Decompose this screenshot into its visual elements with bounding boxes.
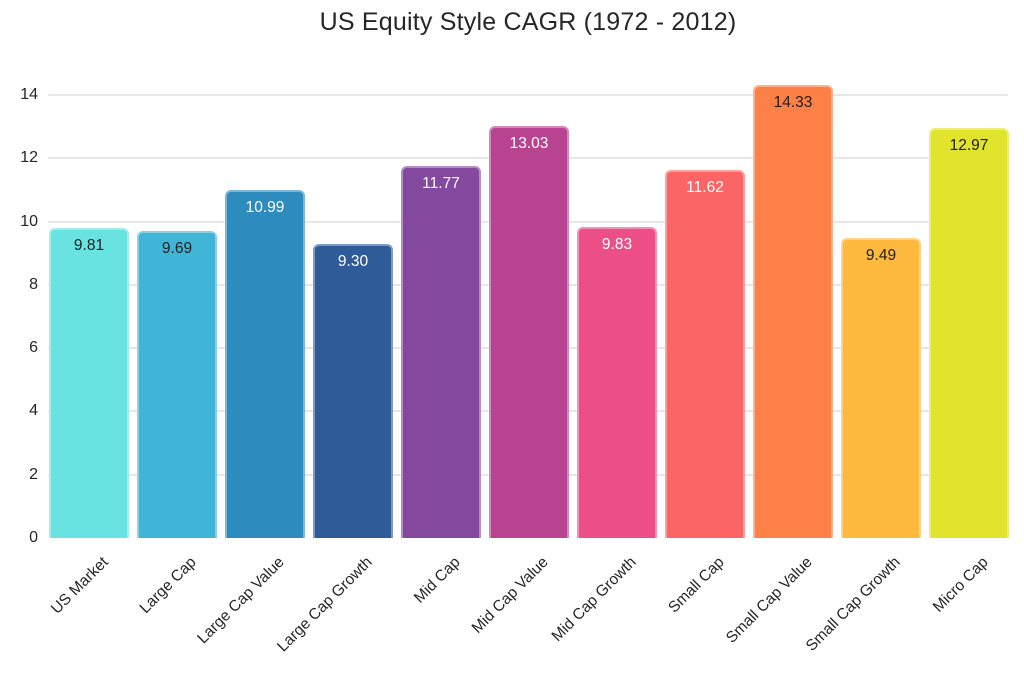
bar-us-market: 9.81 (49, 227, 129, 538)
bar-small-cap: 11.62 (665, 170, 745, 538)
bar-large-cap-growth: 9.30 (313, 243, 393, 538)
bar-value-label: 10.99 (245, 199, 285, 217)
gridline-y-14 (48, 94, 1008, 96)
bar-value-label: 12.97 (949, 136, 989, 154)
y-axis-tick-label: 4 (29, 402, 38, 420)
y-axis-tick-label: 6 (29, 339, 38, 357)
bar-small-cap-growth: 9.49 (841, 237, 921, 538)
bar-large-cap-value: 10.99 (225, 190, 305, 538)
chart-title: US Equity Style CAGR (1972 - 2012) (319, 8, 737, 36)
y-axis-tick-label: 2 (29, 465, 38, 483)
bar-mid-cap: 11.77 (401, 165, 481, 538)
bar-value-label: 13.03 (509, 134, 549, 152)
bar-value-label: 11.62 (686, 179, 724, 197)
bar-value-label: 14.33 (773, 93, 813, 111)
bar-value-label: 9.83 (601, 235, 633, 253)
y-axis-tick-label: 10 (20, 212, 38, 230)
y-axis-tick-label: 8 (29, 275, 38, 293)
bar-small-cap-value: 14.33 (753, 84, 833, 538)
bar-micro-cap: 12.97 (929, 127, 1009, 538)
y-axis-tick-label: 12 (20, 149, 38, 167)
bar-mid-cap-value: 13.03 (489, 125, 569, 538)
y-axis-tick-label: 0 (29, 529, 38, 546)
bar-value-label: 11.77 (422, 174, 460, 192)
bar-value-label: 9.69 (161, 240, 193, 258)
bar-large-cap: 9.69 (137, 231, 217, 538)
bar-value-label: 9.49 (865, 246, 897, 264)
bar-mid-cap-growth: 9.83 (577, 226, 657, 538)
bar-value-label: 9.81 (73, 236, 105, 254)
bar-value-label: 9.30 (337, 252, 369, 270)
y-axis-tick-label: 14 (20, 86, 38, 103)
